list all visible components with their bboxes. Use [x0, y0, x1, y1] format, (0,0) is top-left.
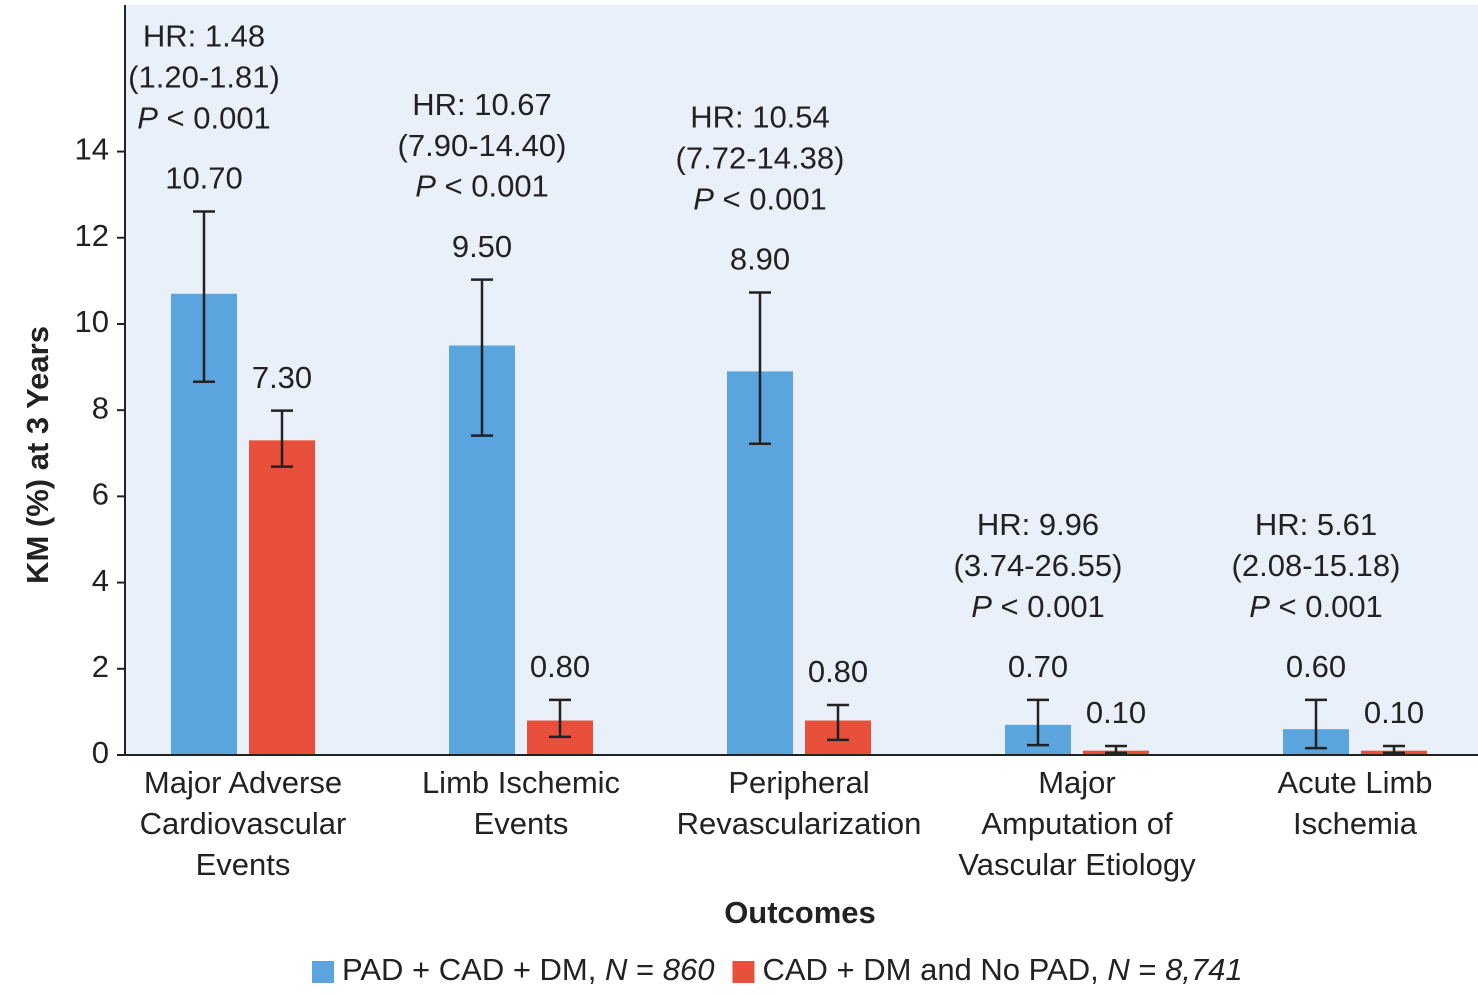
legend-swatch [312, 961, 334, 983]
annotation-ci: (1.20-1.81) [128, 60, 280, 95]
annotation-hr: HR: 10.54 [690, 100, 830, 135]
annotation-ci: (3.74-26.55) [954, 548, 1123, 583]
annotation-p: P < 0.001 [415, 169, 549, 204]
annotation-p: P < 0.001 [971, 589, 1105, 624]
y-tick-label: 0 [92, 735, 109, 770]
annotation-ci: (2.08-15.18) [1232, 548, 1401, 583]
y-tick-label: 10 [75, 304, 109, 339]
y-tick-label: 6 [92, 477, 109, 512]
annotation-hr: HR: 10.67 [412, 87, 552, 122]
x-tick-label: Major Amputation of Vascular Etiology [958, 765, 1196, 882]
legend-label: CAD + DM and No PAD, N = 8,741 [762, 952, 1242, 987]
y-tick-label: 14 [75, 132, 109, 167]
annotation-p: P < 0.001 [137, 101, 271, 136]
value-label: 0.80 [808, 654, 868, 689]
x-tick-label: Peripheral Revascularization [677, 765, 922, 841]
x-axis-title: Outcomes [724, 895, 876, 930]
legend-swatch [732, 961, 755, 983]
annotation-p: P < 0.001 [693, 182, 827, 217]
value-label: 0.10 [1086, 695, 1146, 730]
y-tick-label: 8 [92, 390, 109, 425]
y-axis-title: KM (%) at 3 Years [20, 326, 55, 584]
y-tick-label: 4 [92, 563, 109, 598]
plot-background [125, 5, 1478, 755]
value-label: 0.80 [530, 649, 590, 684]
x-tick-label: Limb Ischemic Events [422, 765, 620, 841]
x-tick-label: Major Adverse Cardiovascular Events [140, 765, 347, 882]
annotation-hr: HR: 9.96 [977, 507, 1099, 542]
annotation-ci: (7.72-14.38) [676, 141, 845, 176]
value-label: 10.70 [165, 161, 243, 196]
value-label: 0.10 [1364, 695, 1424, 730]
y-tick-label: 2 [92, 649, 109, 684]
x-tick-label: Acute Limb Ischemia [1277, 765, 1432, 841]
value-label: 9.50 [452, 229, 512, 264]
annotation-p: P < 0.001 [1249, 589, 1383, 624]
legend-label: PAD + CAD + DM, N = 860 [342, 952, 714, 987]
value-label: 8.90 [730, 242, 790, 277]
annotation-hr: HR: 5.61 [1255, 507, 1377, 542]
annotation-ci: (7.90-14.40) [398, 128, 567, 163]
value-label: 0.60 [1286, 649, 1346, 684]
value-label: 7.30 [252, 360, 312, 395]
annotation-hr: HR: 1.48 [143, 19, 265, 54]
bar [249, 440, 315, 755]
value-label: 0.70 [1008, 649, 1068, 684]
legend: PAD + CAD + DM, N = 860 CAD + DM and No P… [312, 952, 1243, 987]
y-tick-label: 12 [75, 218, 109, 253]
